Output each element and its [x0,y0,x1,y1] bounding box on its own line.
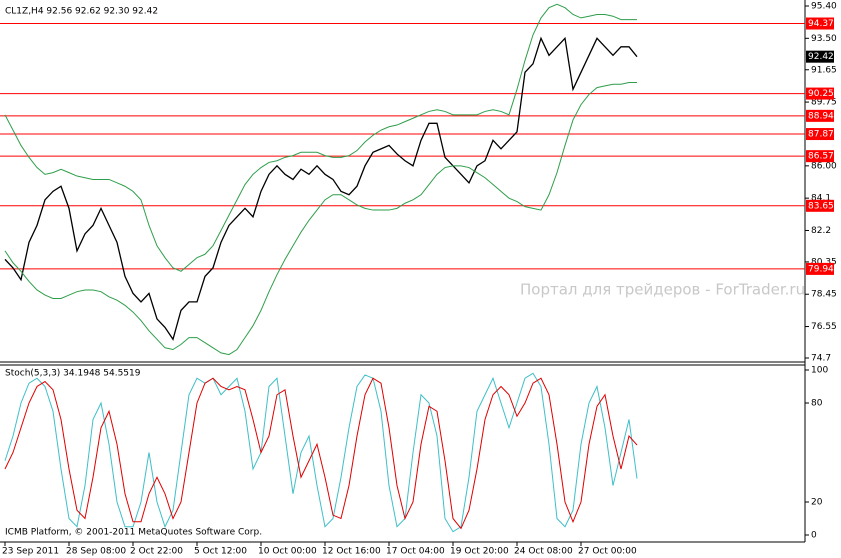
series-line [4,3,637,272]
x-tick-label: 19 Oct 20:00 [450,547,509,557]
level-label: 94.37 [808,19,834,29]
indicator-title: Stoch(5,3,3) 34.1948 54.5519 [5,369,141,379]
level-box [806,199,834,212]
y-tick-label: 86.00 [811,161,837,171]
level-label: 83.65 [808,201,834,211]
y-tick-label: 93.50 [811,34,837,44]
level-label: 87.87 [808,130,834,140]
x-tick-label: 23 Sep 2011 [2,547,59,557]
chart-title: CL1Z,H4 92.56 92.62 92.30 92.42 [5,7,158,17]
level-label: 79.94 [808,264,834,274]
footer: ICMB Platform, © 2001-2011 MetaQuotes So… [5,528,262,538]
level-box [806,262,834,275]
y-tick-label: 80 [811,399,823,409]
level-box [806,87,834,100]
series-line [4,372,638,533]
x-tick-label: 2 Oct 22:00 [130,547,183,557]
series-line [4,377,638,530]
y-tick-label: 100 [811,366,828,376]
x-tick-label: 28 Sep 08:00 [66,547,126,557]
y-tick-label: 89.75 [811,98,837,108]
x-tick-label: 10 Oct 00:00 [258,547,317,557]
y-tick-label: 82.2 [811,226,831,236]
level-box [806,109,834,122]
level-box [806,150,834,163]
price-label: 92.42 [808,52,834,62]
series-line [4,36,638,341]
x-tick-label: 27 Oct 00:00 [578,547,637,557]
y-tick-label: 84.1 [811,194,831,204]
level-label: 88.94 [808,111,834,121]
y-tick-label: 91.65 [811,65,837,75]
level-label: 90.25 [808,89,834,99]
x-tick-label: 24 Oct 08:00 [514,547,573,557]
y-tick-label: 78.45 [811,290,837,300]
y-tick-label: 76.55 [811,322,837,332]
y-tick-label: 0 [811,531,817,541]
level-box [806,17,834,30]
level-label: 86.57 [808,152,834,162]
series-line [4,82,637,356]
y-tick-label: 74.7 [811,354,831,364]
level-box [806,128,834,141]
x-tick-label: 12 Oct 16:00 [322,547,381,557]
y-tick-label: 95.40 [811,2,837,12]
x-tick-label: 17 Oct 04:00 [386,547,445,557]
y-tick-label: 20 [811,498,823,508]
y-tick-label: 80.35 [811,257,837,267]
watermark: Портал для трейдеров - ForTrader.ru [520,281,805,299]
price-box [806,50,834,63]
x-tick-label: 5 Oct 12:00 [194,547,247,557]
